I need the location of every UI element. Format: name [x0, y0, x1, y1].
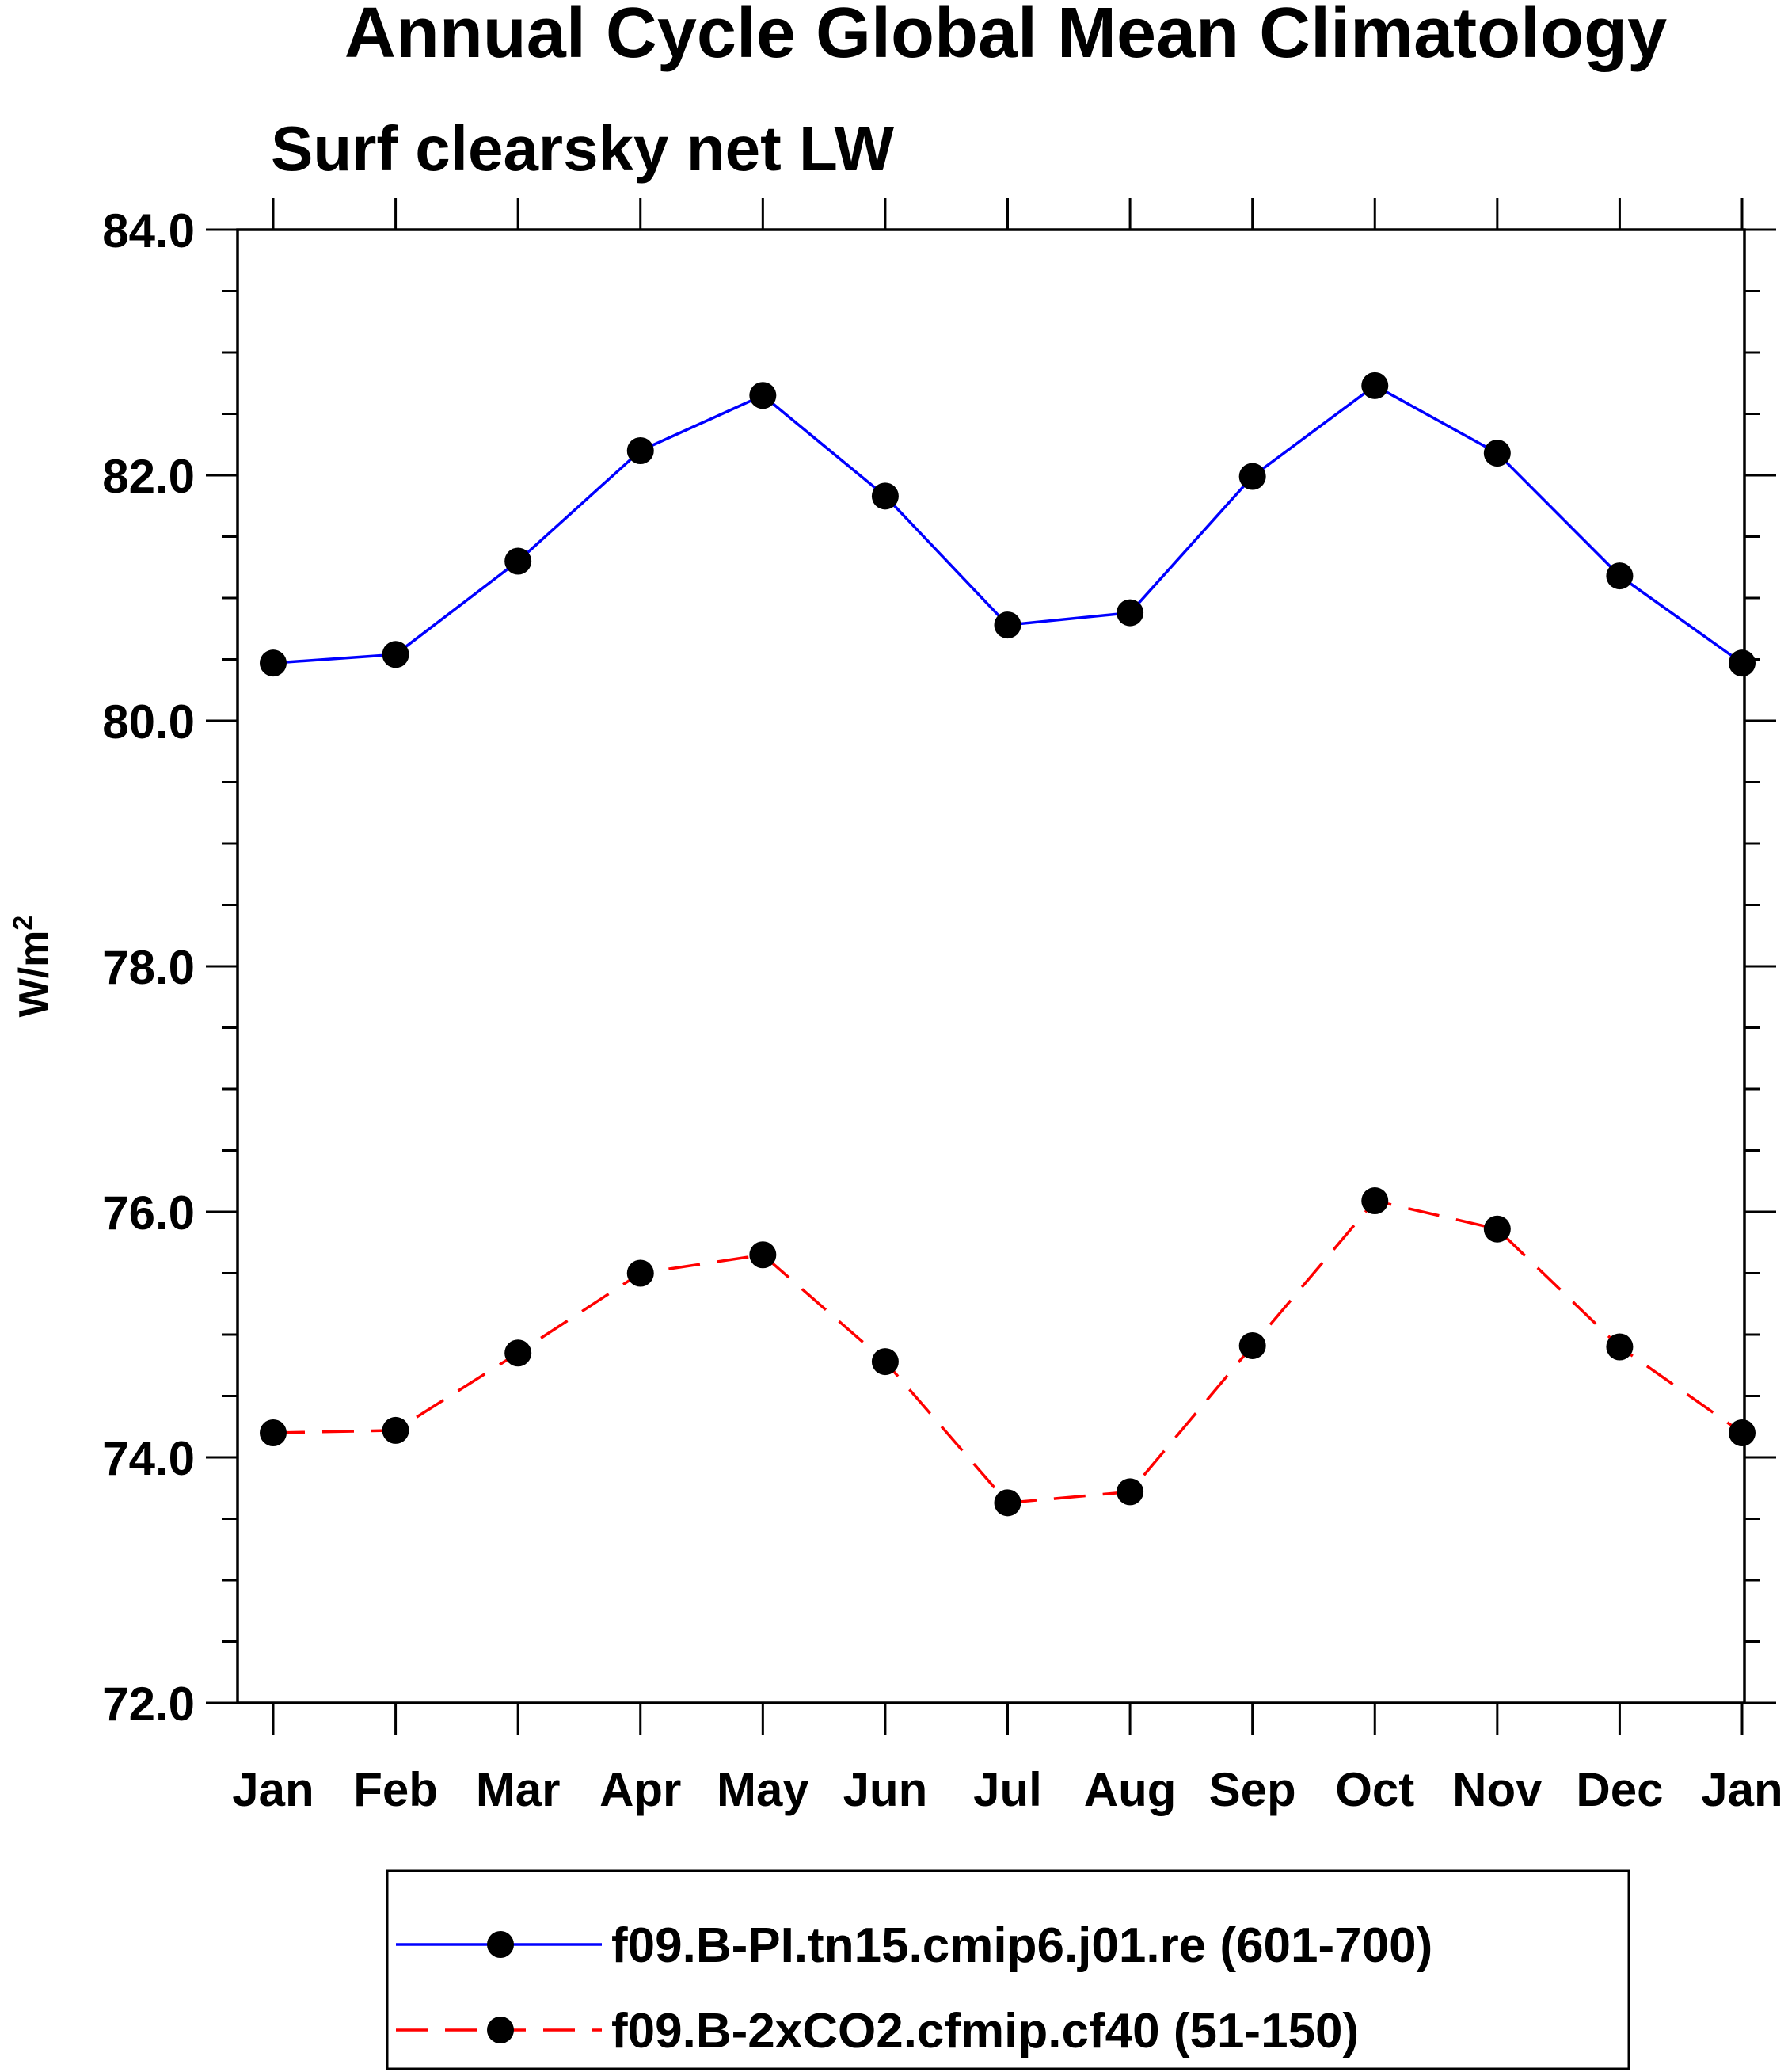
y-axis-label-text: W/m [11, 931, 57, 1018]
legend-item-0: f09.B-PI.tn15.cmip6.j01.re (601-700) [396, 1918, 1432, 1973]
x-tick-label: Nov [1452, 1763, 1543, 1816]
x-tick-label: Jan [1701, 1763, 1782, 1816]
data-point [626, 1259, 654, 1287]
data-point [1238, 1331, 1266, 1359]
data-point [749, 1241, 777, 1269]
y-axis-label: W/m2 [8, 916, 57, 1018]
x-tick-label: Aug [1084, 1763, 1177, 1816]
data-point [1729, 1419, 1756, 1446]
series-line [272, 1199, 1744, 1505]
data-point [504, 1339, 532, 1367]
y-tick-label: 78.0 [102, 941, 195, 994]
y-tick-label: 84.0 [102, 204, 195, 257]
data-point [871, 482, 899, 510]
data-point [260, 649, 287, 677]
y-tick-label: 82.0 [102, 450, 195, 503]
data-point [1483, 440, 1511, 467]
data-point [1117, 599, 1144, 627]
chart-subtitle: Surf clearsky net LW [271, 113, 894, 184]
x-tick-label: Jun [843, 1763, 928, 1816]
y-tick-label: 76.0 [102, 1186, 195, 1240]
x-tick-label: Mar [476, 1763, 561, 1816]
legend-marker [487, 1931, 514, 1958]
y-tick-label: 72.0 [102, 1678, 195, 1731]
axis-ticks [206, 198, 1776, 1735]
x-tick-label: Sep [1209, 1763, 1296, 1816]
data-point [1361, 1187, 1389, 1215]
legend-item-1: f09.B-2xCO2.cfmip.cf40 (51-150) [396, 2004, 1359, 2059]
legend-box [386, 1869, 1630, 2070]
data-point [1238, 463, 1266, 490]
data-point [260, 1419, 287, 1446]
y-axis-label-superscript: 2 [8, 916, 38, 931]
data-point [1117, 1478, 1144, 1506]
chart-title: Annual Cycle Global Mean Climatology [344, 0, 1667, 73]
legend-label: f09.B-PI.tn15.cmip6.j01.re (601-700) [611, 1918, 1432, 1973]
x-tick-label: Feb [353, 1763, 438, 1816]
data-point [1729, 649, 1756, 677]
series-1 [260, 1187, 1756, 1517]
data-point [382, 641, 409, 668]
y-tick-label: 74.0 [102, 1432, 195, 1485]
plot-frame [236, 228, 1746, 1704]
x-tick-label: Dec [1576, 1763, 1663, 1816]
data-point [1361, 371, 1389, 399]
data-point [382, 1416, 409, 1444]
x-tick-label: Jan [232, 1763, 314, 1816]
data-point [504, 547, 532, 575]
y-tick-label: 80.0 [102, 695, 195, 748]
legend-label: f09.B-2xCO2.cfmip.cf40 (51-150) [611, 2004, 1359, 2059]
data-point [1483, 1215, 1511, 1243]
x-tick-label: Apr [599, 1763, 681, 1816]
legend-marker [487, 2017, 514, 2043]
series-0 [260, 371, 1756, 677]
tick-labels: Jan Feb Mar Apr May Jun Jul Aug Sep Oct Nov Dec Jan 7… [102, 204, 1782, 1816]
x-tick-label: May [717, 1763, 809, 1816]
x-tick-label: Jul [973, 1763, 1042, 1816]
legend: f09.B-PI.tn15.cmip6.j01.re (601-700) f09.… [386, 1869, 1630, 2070]
data-point [871, 1348, 899, 1376]
series-layer [260, 371, 1756, 1517]
data-point [994, 1489, 1021, 1517]
data-point [749, 382, 777, 409]
data-point [994, 611, 1021, 639]
x-tick-label: Oct [1335, 1763, 1414, 1816]
data-point [1606, 1333, 1634, 1361]
data-point [626, 437, 654, 464]
data-point [1606, 562, 1634, 590]
